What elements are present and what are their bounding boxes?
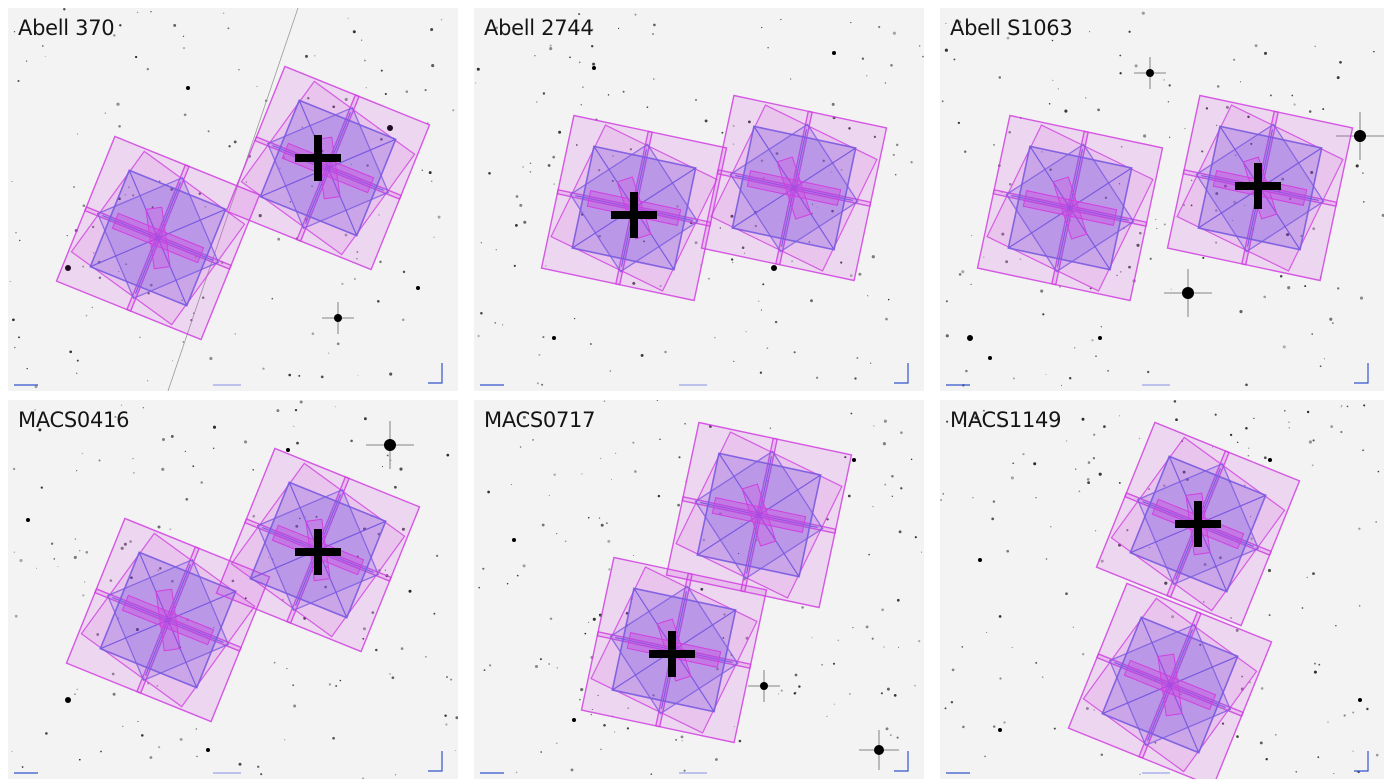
cluster-label-macs0416: MACS0416 <box>18 408 130 432</box>
panel-macs0416: MACS0416 <box>8 400 458 779</box>
sky-image-macs1149 <box>940 400 1384 779</box>
cluster-label-macs1149: MACS1149 <box>950 408 1062 432</box>
cluster-label-abell-s1063: Abell S1063 <box>950 16 1073 40</box>
panel-abell-s1063: Abell S1063 <box>940 8 1384 391</box>
cluster-label-macs0717: MACS0717 <box>484 408 596 432</box>
panel-abell-2744: Abell 2744 <box>474 8 924 391</box>
sky-image-macs0717 <box>474 400 924 779</box>
cluster-label-abell-370: Abell 370 <box>18 16 115 40</box>
sky-image-abell-s1063 <box>940 8 1384 391</box>
sky-image-abell-370 <box>8 8 458 391</box>
sky-image-macs0416 <box>8 400 458 779</box>
cluster-label-abell-2744: Abell 2744 <box>484 16 594 40</box>
sky-image-abell-2744 <box>474 8 924 391</box>
panel-abell-370: Abell 370 <box>8 8 458 391</box>
panel-macs0717: MACS0717 <box>474 400 924 779</box>
panel-macs1149: MACS1149 <box>940 400 1384 779</box>
